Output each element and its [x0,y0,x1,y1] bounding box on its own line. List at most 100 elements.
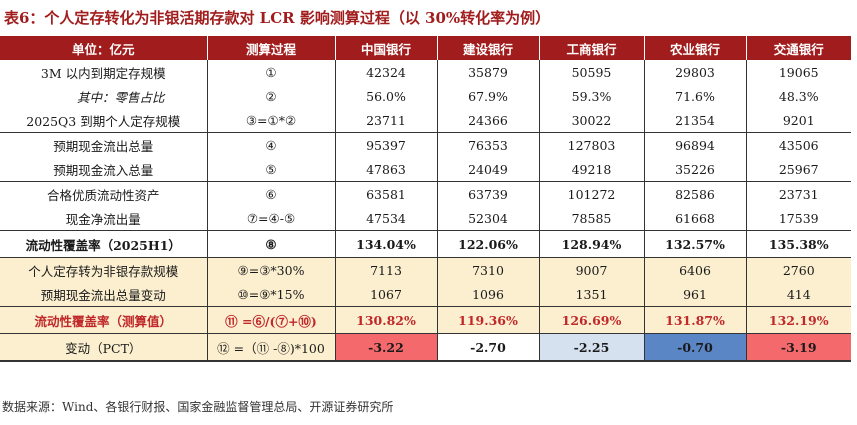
table-row: 其中：零售占比 ② 56.0% 67.9% 59.3% 71.6% 48.3% [0,84,851,108]
table-row: 预期现金流入总量 ⑤ 47863 24049 49218 35226 25967 [0,157,851,182]
row-label: 变动（PCT） [0,333,207,362]
table-row: 3M 以内到期定存规模 ① 42324 35879 50595 29803 19… [0,60,851,84]
change-cell: -0.70 [643,333,746,362]
cell: 52304 [436,206,539,231]
cell: 1067 [334,282,437,307]
row-label: 合格优质流动性资产 [46,187,160,203]
row-label: 流动性覆盖率（2025H1） [0,230,207,258]
cell: 130.82% [334,306,437,334]
cell: 2760 [745,257,851,282]
cell: 21354 [643,108,746,133]
row-process: ⑩=⑨*15% [206,282,335,307]
cell: 126.69% [538,306,644,334]
header-icbc: 工商银行 [538,36,644,60]
cell: 35226 [643,157,746,182]
cell: 23711 [334,108,437,133]
cell: 95397 [334,132,437,157]
row-label: 其中：零售占比 [76,89,165,105]
cell: 96894 [643,132,746,157]
cell: 78585 [538,206,644,231]
cell: 101272 [538,181,644,206]
row-process: ⑧ [206,230,335,258]
header-process: 测算过程 [206,36,335,60]
cell: 47863 [334,157,437,182]
source-note: 数据来源：Wind、各银行财报、国家金融监督管理总局、开源证券研究所 [2,400,394,414]
change-cell: -3.19 [745,333,851,362]
cell: 61668 [643,206,746,231]
cell: 119.36% [436,306,539,334]
cell: 43506 [745,132,851,157]
cell: 7113 [334,257,437,282]
row-process: ③=①*② [206,108,335,133]
row-process: ⑫ =（⑪ -⑧)*100 [206,333,335,362]
row-label: 流动性覆盖率（测算值） [0,306,207,334]
cell: 48.3% [745,84,851,108]
row-label: 预期现金流出总量变动 [0,282,207,307]
header-ccb: 建设银行 [436,36,539,60]
row-process: ① [206,60,335,84]
table-row: 预期现金流出总量 ④ 95397 76353 127803 96894 4350… [0,132,851,157]
cell: 67.9% [436,84,539,108]
cell: 82586 [643,181,746,206]
table-title: 表6：个人定存转化为非银活期存款对 LCR 影响测算过程（以 30%转化率为例） [4,9,551,27]
cell: 71.6% [643,84,746,108]
row-label: 2025Q3 到期个人定存规模 [0,108,207,133]
cell: 9201 [745,108,851,133]
header-unit: 单位：亿元 [0,36,207,60]
cell: 132.19% [745,306,851,334]
cell: 1351 [538,282,644,307]
row-process: ⑦=④-⑤ [206,206,335,231]
cell: 414 [745,282,851,307]
change-cell: -3.22 [334,333,437,362]
cell: 63739 [436,181,539,206]
cell: 1096 [436,282,539,307]
cell: 35879 [436,60,539,84]
cell: 7310 [436,257,539,282]
row-process: ⑪ =⑥/(⑦+⑩) [206,306,335,334]
cell: 961 [643,282,746,307]
row-process: ⑥ [206,181,335,206]
cell: 49218 [538,157,644,182]
cell: 17539 [745,206,851,231]
header-row: 单位：亿元 测算过程 中国银行 建设银行 工商银行 农业银行 交通银行 [0,36,851,60]
row-process: ⑨=③*30% [206,257,335,282]
cell: 122.06% [436,230,539,258]
cell: 132.57% [643,230,746,258]
table-row: 个人定存转为非银存款规模 ⑨=③*30% 7113 7310 9007 6406… [0,257,851,282]
cell: 135.38% [745,230,851,258]
cell: 134.04% [334,230,437,258]
change-cell: -2.25 [538,333,644,362]
cell: 76353 [436,132,539,157]
lcr-table: 单位：亿元 测算过程 中国银行 建设银行 工商银行 农业银行 交通银行 3M 以… [0,36,851,362]
cell: 56.0% [334,84,437,108]
cell: 59.3% [538,84,644,108]
row-label: 个人定存转为非银存款规模 [0,257,207,282]
row-process: ② [206,84,335,108]
cell: 29803 [643,60,746,84]
cell: 6406 [643,257,746,282]
cell: 24366 [436,108,539,133]
row-label: 预期现金流出总量 [53,138,154,154]
header-bocom: 交通银行 [745,36,851,60]
header-abc: 农业银行 [643,36,746,60]
row-label: 现金净流出量 [65,211,141,227]
cell: 50595 [538,60,644,84]
row-label: 预期现金流入总量 [0,157,207,182]
table-row: 2025Q3 到期个人定存规模 ③=①*② 23711 24366 30022 … [0,108,851,133]
cell: 23731 [745,181,851,206]
table-row: 合格优质流动性资产 ⑥ 63581 63739 101272 82586 237… [0,181,851,206]
table-row-change: 变动（PCT） ⑫ =（⑪ -⑧)*100 -3.22 -2.70 -2.25 … [0,333,851,362]
cell: 30022 [538,108,644,133]
cell: 9007 [538,257,644,282]
change-cell: -2.70 [436,333,539,362]
row-label: 3M 以内到期定存规模 [40,65,166,81]
table-row: 预期现金流出总量变动 ⑩=⑨*15% 1067 1096 1351 961 41… [0,282,851,307]
cell: 128.94% [538,230,644,258]
cell: 63581 [334,181,437,206]
header-boc: 中国银行 [334,36,437,60]
cell: 24049 [436,157,539,182]
cell: 25967 [745,157,851,182]
row-process: ⑤ [206,157,335,182]
table-row-lcr: 流动性覆盖率（2025H1） ⑧ 134.04% 122.06% 128.94%… [0,230,851,258]
row-process: ④ [206,132,335,157]
